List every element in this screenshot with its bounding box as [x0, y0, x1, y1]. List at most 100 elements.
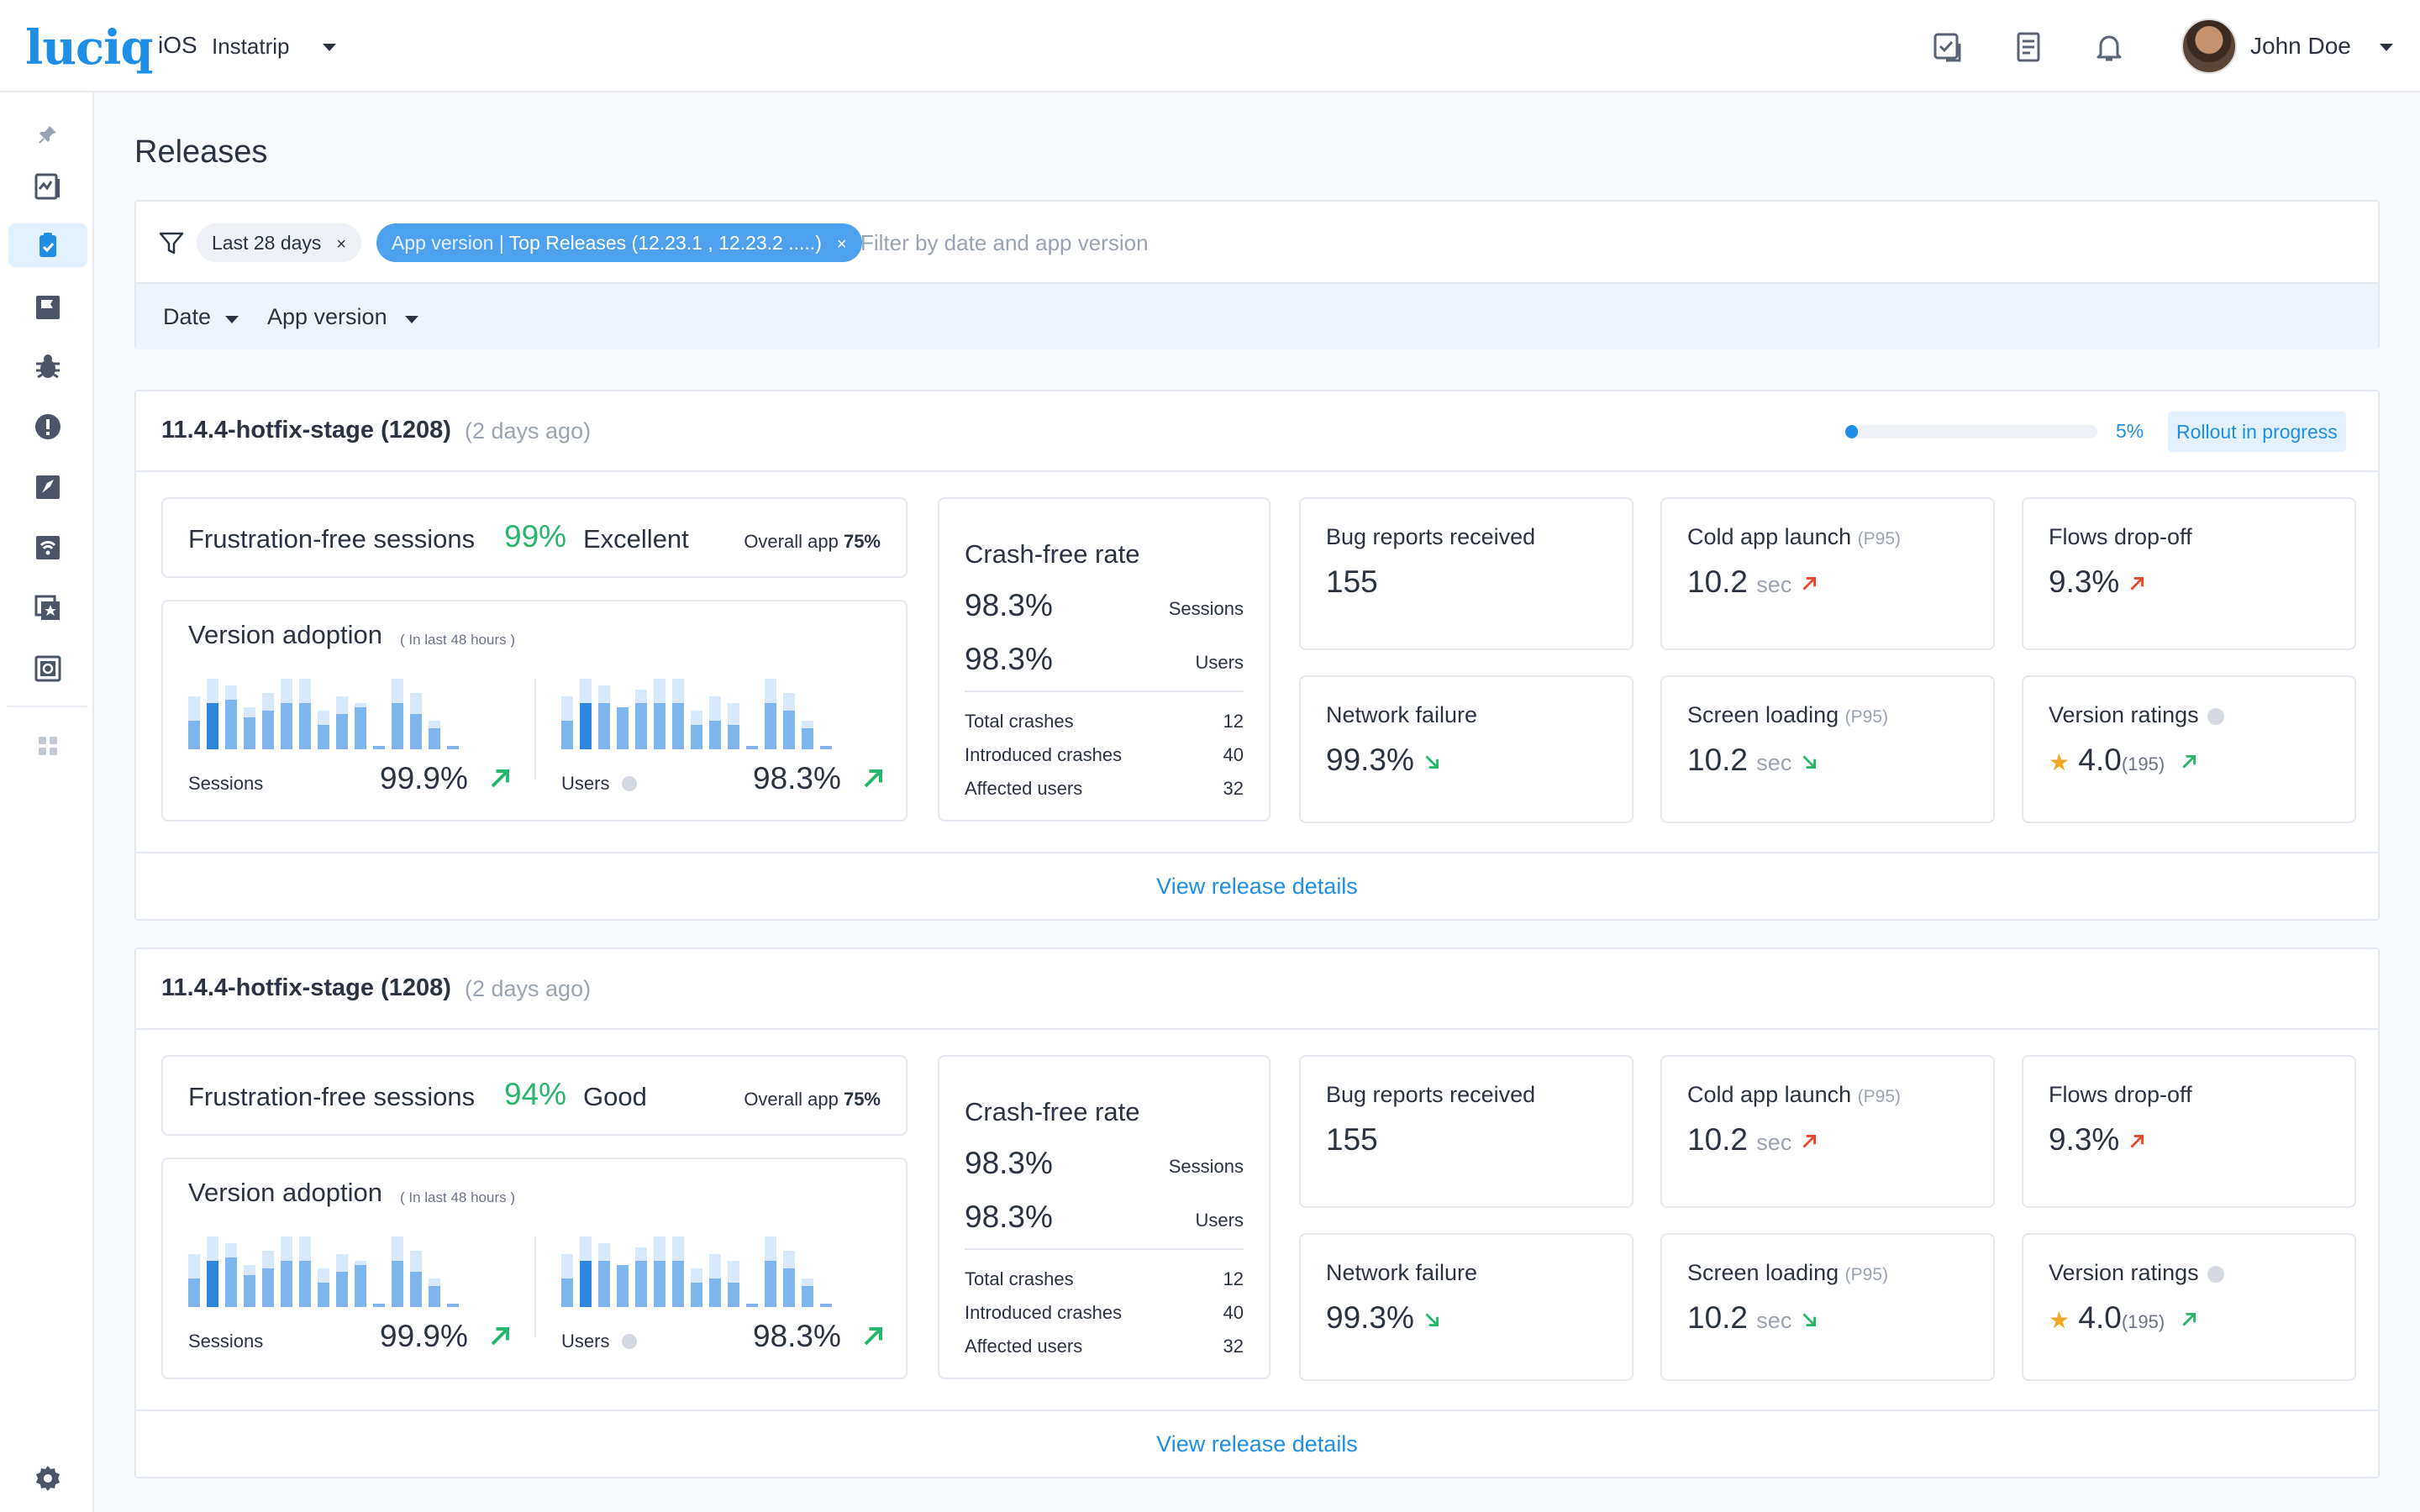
trend-up-icon [2128, 575, 2146, 593]
version-adoption-card[interactable]: Version adoption ( In last 48 hours ) Se… [161, 600, 908, 822]
bar [429, 1236, 440, 1307]
cold-launch-card[interactable]: Cold app launch (P95) 10.2 sec [1660, 1055, 1995, 1208]
network-failure-card[interactable]: Network failure 99.3% [1299, 1233, 1634, 1381]
bar [225, 1236, 237, 1307]
bar [802, 679, 813, 749]
overall-app-score: Overall app 75% [744, 531, 881, 553]
filter-icon[interactable] [158, 230, 185, 257]
frustration-rating: Good [583, 1082, 647, 1111]
view-release-details-link[interactable]: View release details [136, 852, 2378, 919]
release-name[interactable]: 11.4.4-hotfix-stage (1208) [161, 974, 451, 1001]
screen-loading-icon[interactable] [8, 647, 87, 690]
cold-launch-card[interactable]: Cold app launch (P95) 10.2 sec [1660, 497, 1995, 650]
bar-fill [429, 1285, 440, 1307]
date-dropdown[interactable]: Date [163, 304, 212, 329]
info-icon[interactable] [622, 776, 637, 791]
bell-icon[interactable] [2092, 30, 2126, 64]
screen-loading-card[interactable]: Screen loading (P95) 10.2 sec [1660, 675, 1995, 823]
crash-free-card[interactable]: Crash-free rate 98.3% Sessions 98.3% Use… [938, 1055, 1270, 1379]
alert-icon[interactable] [8, 405, 87, 449]
bug-icon[interactable] [8, 344, 87, 388]
filter-input[interactable]: Filter by date and app version [860, 230, 1149, 255]
gear-icon[interactable] [8, 1457, 87, 1500]
frustration-free-card[interactable]: Frustration-free sessions 94% Good Overa… [161, 1055, 908, 1136]
bar [654, 679, 666, 749]
network-failure-value-row: 99.3% [1326, 1300, 1441, 1336]
bar-fill [598, 703, 610, 749]
version-filter-value: Top Releases (12.23.1 , 12.23.2 .....) [508, 232, 822, 254]
pin-icon[interactable] [8, 113, 87, 156]
version-ratings-card[interactable]: Version ratings ★ 4.0(195) [2022, 675, 2356, 823]
bar [765, 679, 776, 749]
bar [355, 679, 366, 749]
adoption-subtitle: ( In last 48 hours ) [400, 1189, 516, 1205]
version-ratings-count: (195) [2121, 1311, 2165, 1332]
overall-app-value: 75% [843, 531, 881, 552]
version-ratings-value-row: ★ 4.0(195) [2049, 743, 2198, 778]
app-version-dropdown[interactable]: App version [267, 304, 387, 329]
close-icon[interactable]: × [836, 235, 847, 254]
info-icon[interactable] [2207, 707, 2224, 725]
trend-up-icon [2180, 753, 2198, 771]
network-icon[interactable] [8, 526, 87, 570]
info-icon[interactable] [2207, 1265, 2224, 1283]
logo[interactable]: luciq [25, 20, 154, 76]
info-icon[interactable] [622, 1334, 637, 1349]
bug-reports-card[interactable]: Bug reports received 155 [1299, 1055, 1634, 1208]
close-icon[interactable]: × [336, 235, 347, 254]
apps-grid-icon[interactable] [8, 724, 87, 768]
bar-fill [802, 727, 813, 749]
chevron-down-icon[interactable] [225, 316, 239, 323]
bar-fill [299, 703, 311, 749]
bar [820, 679, 832, 749]
version-filter-chip[interactable]: App version | Top Releases (12.23.1 , 12… [376, 223, 862, 262]
bug-reports-card[interactable]: Bug reports received 155 [1299, 497, 1634, 650]
chevron-down-icon[interactable] [2380, 44, 2393, 51]
users-value: 98.3% [753, 761, 841, 795]
view-release-details-link[interactable]: View release details [136, 1410, 2378, 1477]
crash-free-card[interactable]: Crash-free rate 98.3% Sessions 98.3% Use… [938, 497, 1270, 822]
network-failure-card[interactable]: Network failure 99.3% [1299, 675, 1634, 823]
total-crashes-label: Total crashes [965, 1268, 1074, 1289]
bar [617, 1236, 629, 1307]
checklist-icon[interactable] [1931, 30, 1965, 64]
document-icon[interactable] [2012, 30, 2045, 64]
bar [802, 1236, 813, 1307]
crash-free-title: Crash-free rate [965, 539, 1140, 569]
flows-dropoff-card[interactable]: Flows drop-off 9.3% [2022, 1055, 2356, 1208]
dashboard-icon[interactable] [8, 165, 87, 208]
release-age: (2 days ago) [465, 418, 592, 444]
release-name[interactable]: 11.4.4-hotfix-stage (1208) [161, 417, 451, 444]
version-adoption-card[interactable]: Version adoption ( In last 48 hours ) Se… [161, 1158, 908, 1379]
version-ratings-card[interactable]: Version ratings ★ 4.0(195) [2022, 1233, 2356, 1381]
status-badge: Rollout in progress [2168, 412, 2346, 452]
bug-reports-title: Bug reports received [1326, 524, 1536, 549]
chevron-down-icon[interactable] [323, 44, 336, 51]
app-selector[interactable]: Instatrip [212, 34, 290, 59]
frustration-free-card[interactable]: Frustration-free sessions 99% Excellent … [161, 497, 908, 578]
chevron-down-icon[interactable] [405, 316, 418, 323]
user-name[interactable]: John Doe [2250, 33, 2351, 59]
version-ratings-value: 4.0 [2078, 743, 2122, 777]
flag-icon[interactable] [8, 286, 87, 329]
network-failure-value: 99.3% [1326, 1300, 1414, 1335]
network-failure-title: Network failure [1326, 1260, 1478, 1285]
sessions-value: 99.9% [380, 1319, 468, 1353]
bar-fill [318, 1282, 329, 1307]
bar [783, 679, 795, 749]
trend-up-icon [487, 1324, 513, 1349]
trend-down-icon [1800, 753, 1818, 771]
date-filter-chip[interactable]: Last 28 days × [197, 223, 362, 262]
bar-fill [598, 1261, 610, 1307]
bar-fill [635, 703, 647, 749]
adoption-title: Version adoption [188, 620, 382, 649]
launch-icon[interactable] [8, 465, 87, 509]
flows-dropoff-card[interactable]: Flows drop-off 9.3% [2022, 497, 2356, 650]
version-ratings-count: (195) [2121, 753, 2165, 774]
star-list-icon[interactable] [8, 586, 87, 630]
releases-icon[interactable] [8, 223, 87, 267]
screen-loading-value-row: 10.2 sec [1687, 1300, 1818, 1336]
avatar[interactable] [2181, 18, 2237, 74]
screen-loading-card[interactable]: Screen loading (P95) 10.2 sec [1660, 1233, 1995, 1381]
overall-app-label: Overall app [744, 531, 839, 552]
